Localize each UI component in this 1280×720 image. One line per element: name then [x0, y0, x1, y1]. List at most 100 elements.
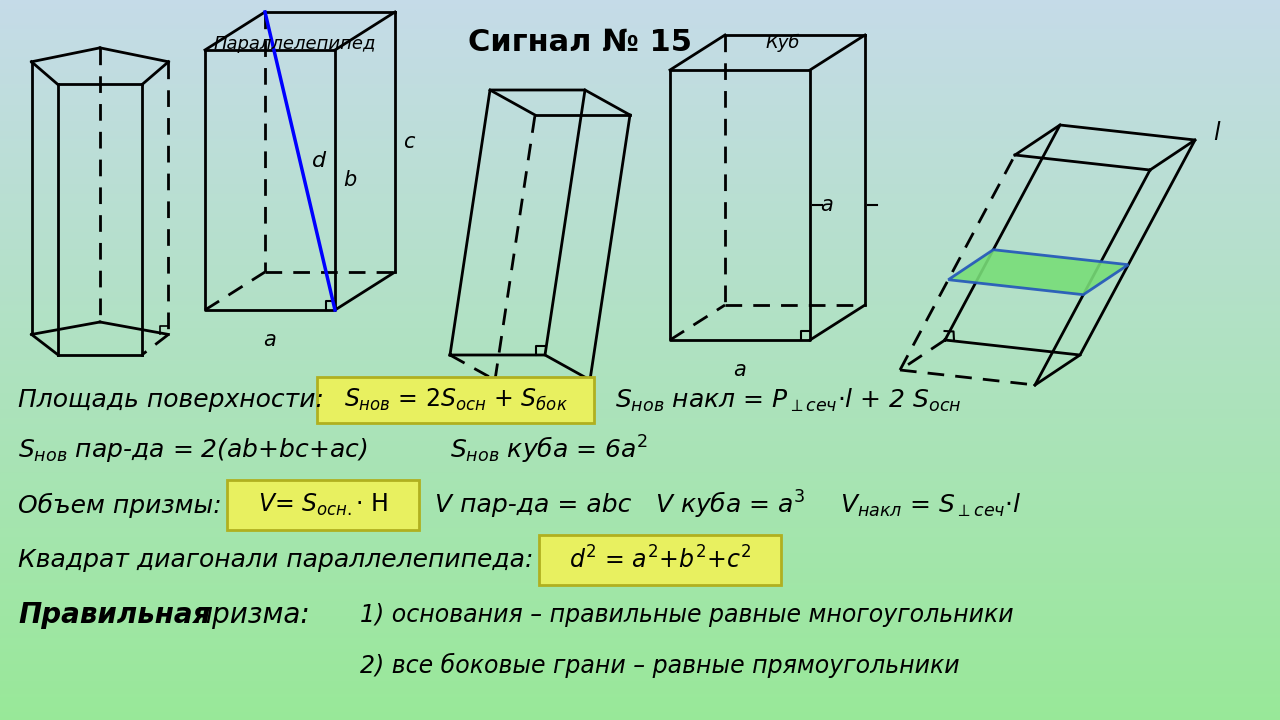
Bar: [0, 562, 1280, 564]
Bar: [0, 259, 1280, 261]
Bar: [0, 187, 1280, 189]
Bar: [0, 401, 1280, 403]
Bar: [0, 250, 1280, 252]
Bar: [0, 55, 1280, 58]
Bar: [0, 585, 1280, 588]
Bar: [0, 456, 1280, 459]
Bar: [0, 444, 1280, 446]
Bar: [0, 600, 1280, 603]
Bar: [0, 557, 1280, 559]
Bar: [0, 698, 1280, 701]
Bar: [0, 81, 1280, 84]
Bar: [0, 261, 1280, 264]
Text: V пар-да = abc: V пар-да = abc: [435, 493, 631, 517]
Bar: [0, 576, 1280, 578]
Text: c: c: [403, 132, 415, 152]
Bar: [0, 384, 1280, 387]
Bar: [0, 468, 1280, 470]
Bar: [0, 675, 1280, 677]
Bar: [0, 518, 1280, 521]
Bar: [0, 22, 1280, 24]
Bar: [0, 629, 1280, 631]
Bar: [0, 590, 1280, 593]
Bar: [0, 547, 1280, 549]
Bar: [0, 593, 1280, 595]
Bar: [0, 96, 1280, 99]
Bar: [0, 646, 1280, 648]
Bar: [0, 665, 1280, 667]
Text: $V$= $S_{осн.}$$\cdot$ H: $V$= $S_{осн.}$$\cdot$ H: [257, 492, 388, 518]
Bar: [0, 542, 1280, 545]
Bar: [0, 53, 1280, 55]
Bar: [0, 65, 1280, 67]
Bar: [0, 189, 1280, 192]
Bar: [0, 185, 1280, 187]
Bar: [0, 48, 1280, 50]
Bar: [0, 31, 1280, 34]
Bar: [0, 706, 1280, 708]
FancyBboxPatch shape: [317, 377, 594, 423]
Bar: [0, 497, 1280, 499]
Bar: [0, 607, 1280, 610]
Bar: [0, 509, 1280, 511]
Bar: [0, 415, 1280, 418]
Bar: [0, 245, 1280, 247]
Bar: [0, 693, 1280, 696]
Bar: [0, 523, 1280, 526]
Text: $V_{накл}$ = $S_{\perp сеч}$$\cdot$$l$: $V_{накл}$ = $S_{\perp сеч}$$\cdot$$l$: [840, 491, 1021, 518]
Text: Параллелепипед: Параллелепипед: [214, 35, 376, 53]
Bar: [0, 578, 1280, 581]
Bar: [0, 353, 1280, 355]
Bar: [0, 29, 1280, 31]
Bar: [0, 574, 1280, 576]
Bar: [0, 0, 1280, 2]
Bar: [0, 180, 1280, 182]
Bar: [0, 207, 1280, 209]
Bar: [0, 79, 1280, 81]
Bar: [0, 67, 1280, 70]
Bar: [0, 365, 1280, 367]
Bar: [0, 617, 1280, 619]
Bar: [0, 660, 1280, 662]
Bar: [0, 120, 1280, 122]
Bar: [0, 216, 1280, 218]
Bar: [0, 168, 1280, 171]
Bar: [0, 418, 1280, 420]
Bar: [0, 506, 1280, 509]
Bar: [0, 588, 1280, 590]
Bar: [0, 271, 1280, 274]
Bar: [0, 427, 1280, 430]
Bar: [0, 103, 1280, 106]
Bar: [0, 521, 1280, 523]
Text: b: b: [343, 170, 356, 190]
Bar: [0, 307, 1280, 310]
Bar: [0, 338, 1280, 341]
Bar: [0, 50, 1280, 53]
Bar: [0, 535, 1280, 538]
Bar: [0, 283, 1280, 286]
Bar: [0, 110, 1280, 113]
Bar: [0, 480, 1280, 482]
Bar: [0, 266, 1280, 269]
Bar: [0, 139, 1280, 142]
Bar: [0, 662, 1280, 665]
Bar: [0, 391, 1280, 394]
Bar: [0, 24, 1280, 27]
Bar: [0, 84, 1280, 86]
Bar: [0, 269, 1280, 271]
Bar: [0, 355, 1280, 358]
Polygon shape: [948, 250, 1128, 294]
Bar: [0, 254, 1280, 257]
Bar: [0, 571, 1280, 574]
Bar: [0, 113, 1280, 115]
Bar: [0, 701, 1280, 703]
Bar: [0, 115, 1280, 117]
Bar: [0, 336, 1280, 338]
Bar: [0, 72, 1280, 74]
Text: $S_{нов}$ пар-да = 2(ab+bc+ac): $S_{нов}$ пар-да = 2(ab+bc+ac): [18, 436, 367, 464]
Bar: [0, 554, 1280, 557]
Bar: [0, 132, 1280, 135]
Bar: [0, 451, 1280, 454]
Bar: [0, 99, 1280, 101]
Bar: [0, 36, 1280, 38]
